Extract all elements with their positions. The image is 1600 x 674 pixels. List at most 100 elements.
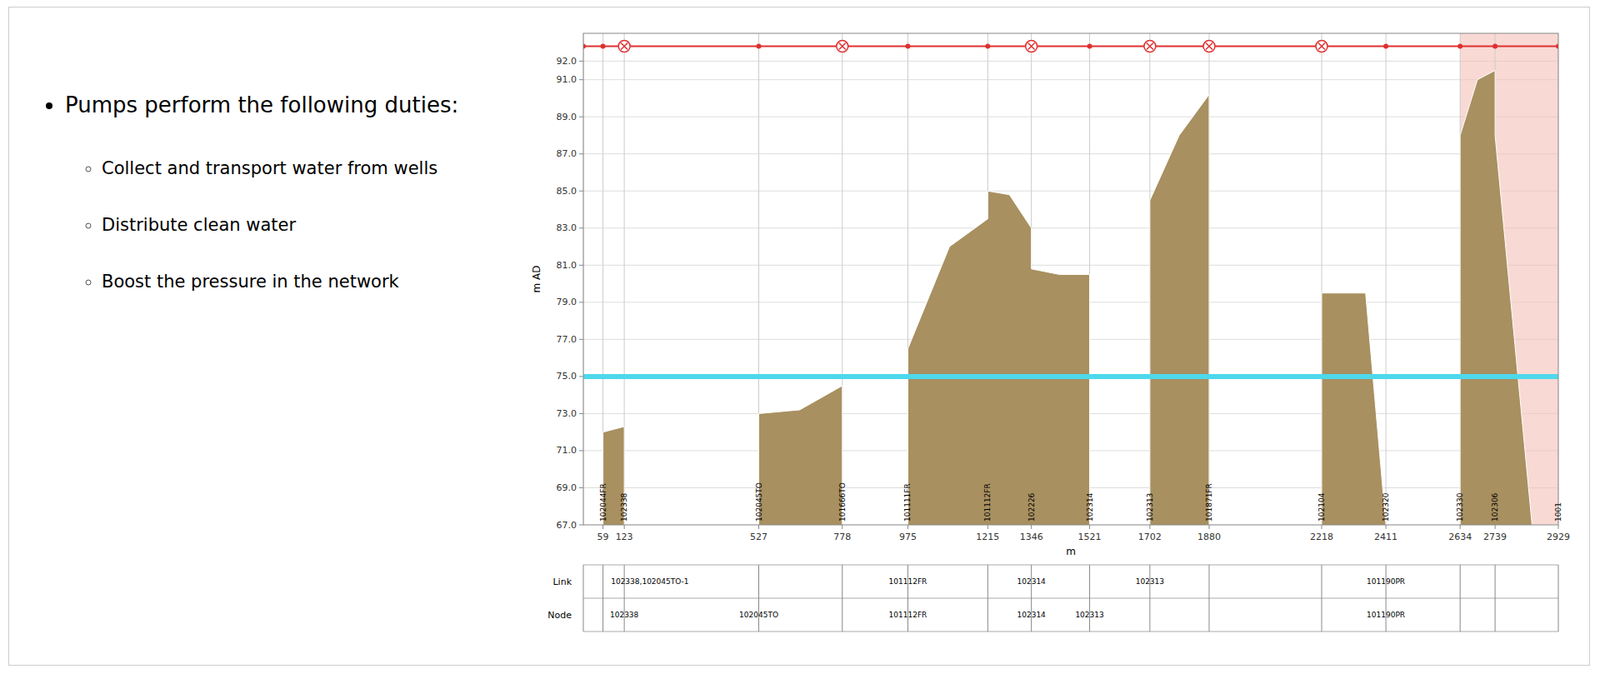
node-label: 102226 (1027, 492, 1036, 522)
grid-line (583, 265, 1559, 266)
table-cell-label: 101190PR (1366, 610, 1405, 620)
x-tick-label: 2634 (1448, 531, 1472, 543)
x-tick (841, 525, 843, 530)
x-axis-label: m (1065, 545, 1076, 558)
table-divider (1460, 598, 1461, 632)
pump (836, 40, 849, 53)
x-tick (1320, 525, 1322, 530)
table-divider (1558, 565, 1560, 599)
pipe-node (600, 44, 606, 50)
y-tick-label: 77.0 (556, 334, 578, 345)
node-label: 102045TO (755, 482, 764, 522)
node-label: 102320 (1381, 492, 1390, 522)
grid-line (583, 79, 1559, 80)
x-tick-label: 527 (750, 531, 768, 543)
y-tick (579, 265, 584, 266)
y-tick (579, 227, 584, 229)
pump-cross (620, 43, 628, 50)
x-tick (1558, 525, 1560, 530)
x-tick-label: 1346 (1020, 531, 1044, 543)
table-cell-label: 102313 (1075, 610, 1104, 620)
x-tick (602, 525, 604, 530)
node-label: 102314 (1085, 492, 1095, 522)
x-tick (1089, 525, 1090, 530)
table-divider (1495, 598, 1496, 632)
pump-circle (1203, 40, 1215, 53)
table-divider (602, 565, 604, 599)
x-tick-label: 2411 (1374, 531, 1398, 543)
pump-cross (1318, 43, 1325, 50)
bullet-list: Collect and transport water from wellsDi… (41, 156, 509, 295)
table-divider (1320, 598, 1322, 632)
y-tick-label: 79.0 (556, 296, 578, 308)
y-tick-label: 71.0 (556, 445, 578, 456)
pipe-node (756, 44, 762, 50)
node-label: 102044FR (599, 483, 608, 522)
y-tick (579, 413, 584, 415)
node-label: 101112FR (983, 483, 992, 522)
x-tick (1495, 525, 1496, 530)
x-tick (1030, 525, 1032, 530)
pump-cross (1146, 43, 1154, 50)
table-divider (1089, 565, 1090, 599)
pump-circle (1315, 40, 1328, 53)
x-tick-label: 123 (615, 531, 634, 543)
x-tick-label: 2929 (1546, 531, 1570, 543)
pump (1203, 40, 1215, 53)
node-label: 102306 (1490, 492, 1500, 522)
heading: Pumps perform the following duties: (65, 91, 509, 120)
table-cell-label: 102045TO (739, 610, 779, 620)
y-tick (579, 375, 584, 377)
reference-line (583, 374, 1559, 380)
grid-line (583, 375, 1559, 377)
pump-circle (618, 40, 630, 53)
y-tick-label: 73.0 (556, 408, 578, 420)
x-tick-label: 778 (833, 531, 851, 543)
terrain-outline (583, 70, 1559, 525)
x-tick-label: 1215 (975, 531, 1000, 543)
table-cell-label: 102314 (1016, 577, 1046, 586)
node-label: 101871FR (1205, 483, 1214, 522)
node-label: 102330 (1455, 492, 1465, 522)
bullet: Collect and transport water from wells (101, 156, 509, 180)
table-divider (583, 598, 585, 632)
table-row-label: Link (552, 576, 572, 588)
pump-cross (1028, 43, 1035, 50)
chart: 102044FR102338102045TO101666TO101111FR10… (0, 0, 1600, 674)
text-panel: Pumps perform the following duties: Colle… (41, 91, 509, 328)
pump-circle (836, 40, 849, 53)
table-divider (1558, 598, 1560, 632)
y-tick (579, 153, 584, 155)
pump-cross (1205, 43, 1213, 50)
table-cell-label: 102338,102045TO-1 (610, 577, 689, 586)
pipe-node (1383, 44, 1389, 50)
grid-line (583, 60, 1559, 62)
y-tick-label: 81.0 (556, 260, 578, 271)
y-tick (579, 301, 584, 303)
table-rule (583, 565, 1559, 566)
y-tick (579, 450, 584, 451)
grid-line (583, 190, 1559, 192)
node-label: 101666TO (838, 482, 847, 522)
x-tick-label: 1702 (1138, 531, 1162, 543)
y-axis-label: m AD (530, 265, 543, 294)
table-cell-label: 101112FR (889, 577, 928, 586)
table-divider (1460, 565, 1461, 599)
y-tick (579, 60, 584, 62)
x-tick (758, 525, 760, 530)
y-tick-label: 69.0 (556, 482, 578, 494)
pump-cross (839, 43, 846, 50)
pipe-node (1087, 44, 1093, 50)
pump (618, 40, 630, 53)
grid (583, 60, 1559, 525)
x-tick (1149, 525, 1150, 530)
pipe-node (1492, 44, 1498, 50)
y-tick-label: 83.0 (556, 222, 578, 234)
y-tick (579, 487, 584, 489)
x-tick (1385, 525, 1387, 530)
terrain-area (583, 70, 1559, 525)
x-tick (1208, 525, 1210, 530)
x-tick-label: 1880 (1197, 531, 1221, 543)
node-label: 1001 (1554, 502, 1563, 522)
y-tick (579, 79, 584, 80)
